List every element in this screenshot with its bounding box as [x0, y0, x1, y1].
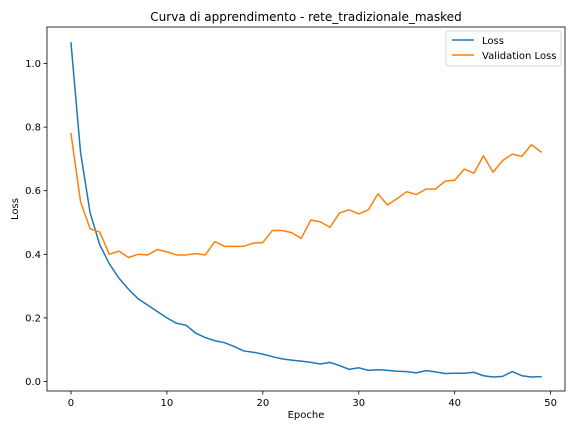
x-tick-label: 40	[448, 398, 461, 409]
series-line-loss	[70, 42, 542, 378]
plot-frame	[46, 26, 566, 392]
x-tick-label: 30	[352, 398, 365, 409]
series-layer	[70, 42, 543, 378]
legend: Loss Validation Loss	[445, 30, 562, 67]
series-line-validation-loss	[70, 132, 543, 259]
x-tick-label: 50	[544, 398, 557, 409]
legend-label-validation-loss: Validation Loss	[482, 51, 557, 62]
legend-label-loss: Loss	[482, 36, 504, 47]
y-tick-label: 0.8	[25, 123, 41, 134]
y-tick-label: 0.4	[25, 250, 41, 261]
legend-box	[445, 30, 562, 67]
x-axis-ticks: 0 10 20 30 40 50	[68, 391, 557, 409]
chart-title: Curva di apprendimento - rete_tradiziona…	[150, 10, 461, 24]
y-axis-ticks: 0.0 0.2 0.4 0.6 0.8 1.0	[25, 59, 47, 388]
y-tick-label: 0.6	[25, 186, 41, 197]
y-axis-label: Loss	[10, 198, 21, 220]
x-tick-label: 20	[256, 398, 269, 409]
y-tick-label: 0.0	[25, 377, 41, 388]
x-axis-label: Epoche	[288, 410, 325, 421]
y-tick-label: 1.0	[25, 59, 41, 70]
x-tick-label: 10	[161, 398, 174, 409]
y-tick-label: 0.2	[25, 313, 41, 324]
x-tick-label: 0	[68, 398, 74, 409]
